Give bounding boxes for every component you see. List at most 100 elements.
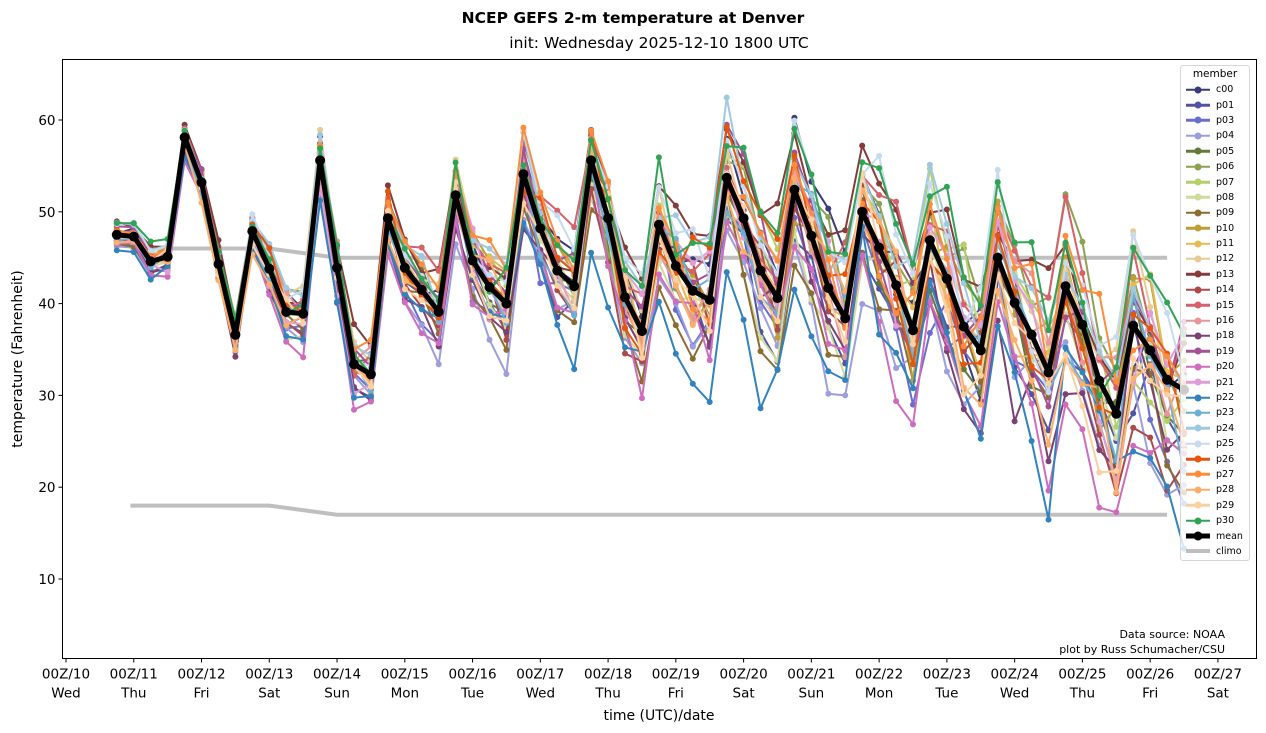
legend-swatch-icon bbox=[1186, 162, 1210, 172]
legend-swatch-icon bbox=[1186, 408, 1210, 418]
member-point bbox=[706, 357, 713, 364]
member-point bbox=[1130, 347, 1137, 354]
member-point bbox=[1028, 363, 1035, 370]
member-point bbox=[283, 333, 290, 340]
member-point bbox=[164, 263, 171, 269]
member-point bbox=[486, 237, 493, 243]
member-point bbox=[655, 271, 662, 278]
member-point bbox=[740, 203, 747, 210]
member-point bbox=[1130, 244, 1137, 251]
member-point bbox=[1096, 404, 1103, 411]
x-tick-day-label: Wed bbox=[51, 686, 80, 702]
member-point bbox=[639, 282, 645, 289]
member-point bbox=[1164, 353, 1171, 360]
legend-swatch-icon bbox=[1186, 131, 1210, 141]
member-point bbox=[639, 354, 645, 361]
legend-swatch-icon bbox=[1186, 115, 1210, 125]
member-point bbox=[1147, 399, 1154, 406]
legend-swatch-icon bbox=[1186, 239, 1210, 249]
member-point bbox=[1079, 381, 1086, 388]
member-point bbox=[147, 276, 154, 283]
member-point bbox=[706, 240, 713, 247]
mean-point bbox=[332, 262, 342, 273]
member-point bbox=[893, 310, 900, 317]
legend-label: p21 bbox=[1216, 376, 1235, 388]
member-point bbox=[503, 264, 510, 271]
member-point bbox=[1147, 455, 1154, 462]
member-point bbox=[418, 261, 425, 268]
x-tick-day-label: Thu bbox=[120, 686, 146, 702]
plot-frame bbox=[62, 59, 1257, 659]
member-point bbox=[926, 193, 933, 200]
legend-label: p08 bbox=[1216, 191, 1235, 203]
member-point bbox=[300, 320, 307, 327]
legend-swatch-icon bbox=[1186, 362, 1210, 372]
mean-point bbox=[433, 306, 444, 317]
legend-swatch-icon bbox=[1186, 300, 1210, 310]
member-point bbox=[825, 256, 832, 263]
mean-point bbox=[349, 359, 359, 370]
member-point bbox=[1130, 275, 1137, 282]
legend-swatch-icon bbox=[1186, 331, 1210, 341]
x-axis-label: time (UTC)/date bbox=[603, 708, 714, 724]
member-point bbox=[825, 214, 832, 220]
legend-label: p24 bbox=[1216, 422, 1235, 434]
member-point bbox=[926, 180, 933, 187]
member-point bbox=[994, 323, 1001, 330]
legend-label: c00 bbox=[1216, 84, 1234, 96]
member-point bbox=[588, 137, 595, 144]
member-point bbox=[689, 380, 696, 387]
member-point bbox=[1096, 348, 1103, 355]
legend-item-p01: p01 bbox=[1181, 97, 1249, 112]
x-tick-day-label: Tue bbox=[460, 686, 484, 702]
member-point bbox=[994, 288, 1001, 295]
member-point bbox=[1011, 265, 1018, 271]
member-line-p25 bbox=[116, 120, 1185, 397]
member-point bbox=[876, 218, 883, 225]
legend-label: p20 bbox=[1216, 361, 1235, 373]
member-point bbox=[1079, 426, 1086, 433]
member-point bbox=[1011, 418, 1018, 425]
member-point bbox=[689, 355, 696, 362]
member-point bbox=[825, 308, 832, 315]
member-point bbox=[977, 379, 984, 385]
member-point bbox=[757, 294, 764, 301]
legend-item-p07: p07 bbox=[1181, 174, 1249, 189]
member-point bbox=[300, 336, 307, 343]
legend-item-p30: p30 bbox=[1181, 513, 1249, 528]
chart-title: NCEP GEFS 2-m temperature at Denver bbox=[461, 9, 805, 27]
member-point bbox=[317, 197, 324, 204]
legend-label: p07 bbox=[1216, 176, 1235, 188]
member-point bbox=[469, 301, 476, 308]
member-point bbox=[791, 262, 798, 269]
legend-item-p06: p06 bbox=[1181, 159, 1249, 174]
member-point bbox=[825, 231, 832, 238]
member-point bbox=[842, 377, 849, 383]
x-tick-label: 00Z/27 bbox=[1194, 667, 1242, 683]
member-point bbox=[1147, 272, 1154, 279]
member-point bbox=[859, 142, 866, 149]
member-point bbox=[689, 268, 696, 275]
member-point bbox=[1113, 467, 1120, 474]
legend-swatch-icon bbox=[1186, 269, 1210, 279]
y-tick-label: 20 bbox=[38, 480, 55, 496]
member-point bbox=[740, 271, 747, 278]
legend-item-p16: p16 bbox=[1181, 313, 1249, 328]
member-point bbox=[1011, 320, 1018, 327]
member-point bbox=[351, 406, 357, 413]
legend-swatch-icon bbox=[1186, 377, 1210, 387]
member-point bbox=[503, 371, 510, 377]
member-point bbox=[910, 341, 916, 348]
member-point bbox=[1130, 410, 1137, 417]
member-point bbox=[774, 236, 781, 242]
member-point bbox=[317, 131, 324, 138]
legend-swatch-icon bbox=[1186, 454, 1210, 464]
member-point bbox=[418, 330, 425, 337]
member-point bbox=[1164, 446, 1171, 453]
x-tick-label: 00Z/15 bbox=[381, 667, 429, 683]
mean-point bbox=[823, 283, 834, 293]
x-tick-day-label: Sat bbox=[258, 686, 280, 702]
member-point bbox=[825, 390, 832, 397]
member-point bbox=[588, 249, 595, 256]
legend-item-p11: p11 bbox=[1181, 236, 1249, 251]
